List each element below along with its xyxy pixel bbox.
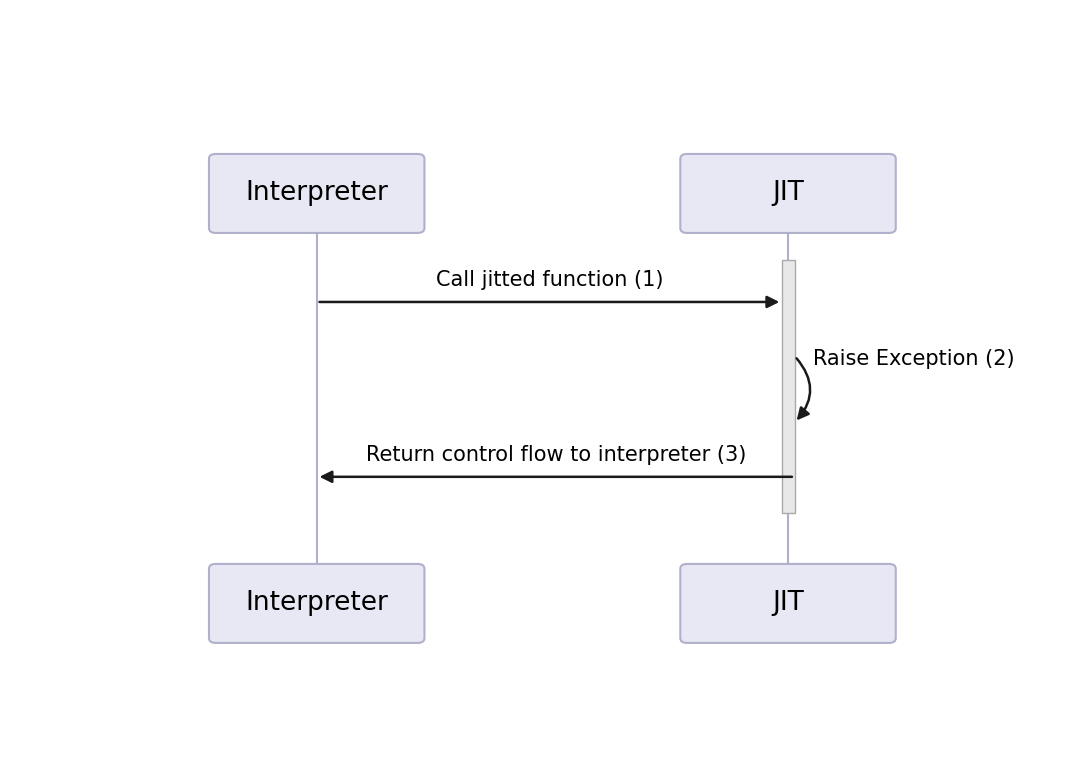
Bar bbox=[782, 260, 795, 513]
Text: Interpreter: Interpreter bbox=[245, 180, 388, 207]
FancyBboxPatch shape bbox=[209, 564, 425, 643]
Text: Return control flow to interpreter (3): Return control flow to interpreter (3) bbox=[366, 445, 746, 465]
Text: Interpreter: Interpreter bbox=[245, 590, 388, 616]
FancyArrowPatch shape bbox=[797, 359, 810, 418]
Text: Call jitted function (1): Call jitted function (1) bbox=[435, 270, 664, 290]
Text: JIT: JIT bbox=[772, 180, 804, 207]
FancyBboxPatch shape bbox=[680, 564, 896, 643]
FancyBboxPatch shape bbox=[209, 154, 425, 233]
FancyBboxPatch shape bbox=[680, 154, 896, 233]
Text: JIT: JIT bbox=[772, 590, 804, 616]
Text: Raise Exception (2): Raise Exception (2) bbox=[813, 349, 1015, 370]
